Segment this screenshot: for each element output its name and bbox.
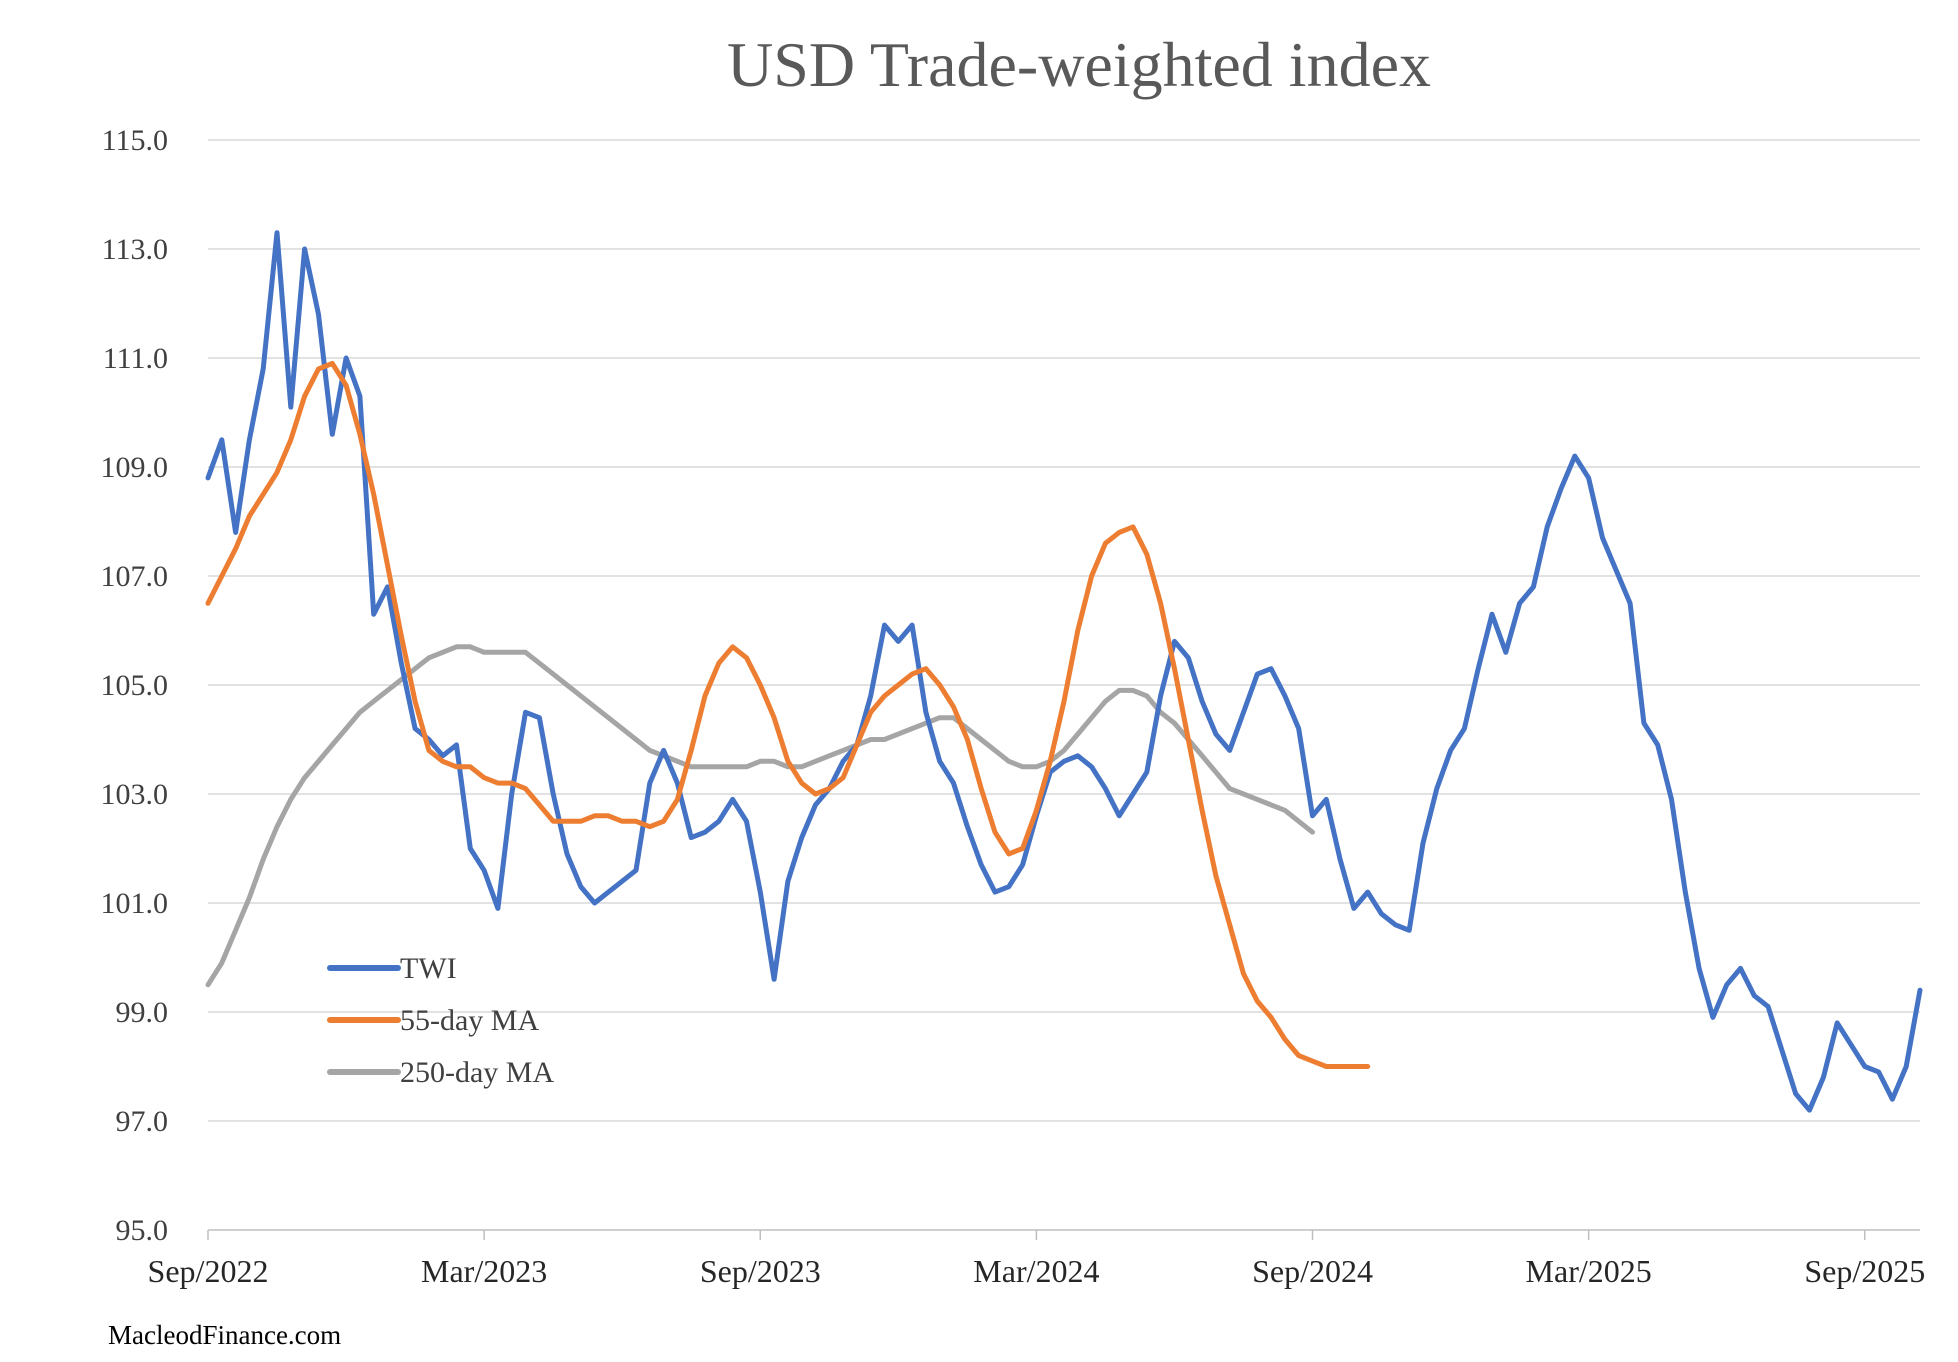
y-tick-label: 103.0: [101, 778, 169, 811]
legend-label: 55-day MA: [400, 1004, 539, 1037]
y-tick-label: 115.0: [102, 124, 168, 157]
x-tick-label: Sep/2025: [1804, 1253, 1925, 1289]
series-line-55-day-ma: [205, 360, 1371, 1069]
gridlines: [208, 139, 1920, 1231]
series-lines: [205, 230, 1923, 1113]
y-tick-label: 107.0: [101, 560, 169, 593]
y-tick-label: 111.0: [103, 342, 168, 375]
legend-label: TWI: [400, 952, 457, 985]
source-credit: MacleodFinance.com: [108, 1320, 341, 1350]
y-tick-label: 99.0: [116, 996, 169, 1029]
x-tick-label: Sep/2023: [700, 1253, 821, 1289]
legend-label: 250-day MA: [400, 1056, 554, 1089]
x-tick-label: Sep/2022: [148, 1253, 269, 1289]
y-tick-label: 97.0: [116, 1105, 169, 1138]
x-tick-label: Sep/2024: [1252, 1253, 1373, 1289]
x-tick-label: Mar/2024: [973, 1253, 1099, 1289]
series-line-250-day-ma: [205, 644, 1315, 988]
y-tick-label: 101.0: [101, 887, 169, 920]
y-tick-label: 113.0: [102, 233, 168, 266]
series-line-twi: [205, 230, 1923, 1113]
y-tick-label: 109.0: [101, 451, 169, 484]
x-tick-label: Mar/2025: [1526, 1253, 1652, 1289]
chart-title: USD Trade-weighted index: [727, 29, 1431, 100]
x-tick-label: Mar/2023: [421, 1253, 547, 1289]
x-axis: Sep/2022 Mar/2023 Sep/2023 Mar/2024 Sep/2024…: [148, 1230, 1925, 1289]
y-tick-label: 105.0: [101, 669, 169, 702]
y-tick-label: 95.0: [116, 1214, 169, 1247]
y-axis-tick-labels: 95.0 97.0 99.0 101.0 103.0 105.0 107.0 109.0 111…: [101, 124, 169, 1247]
legend: TWI 55-day MA 250-day MA: [327, 952, 554, 1089]
